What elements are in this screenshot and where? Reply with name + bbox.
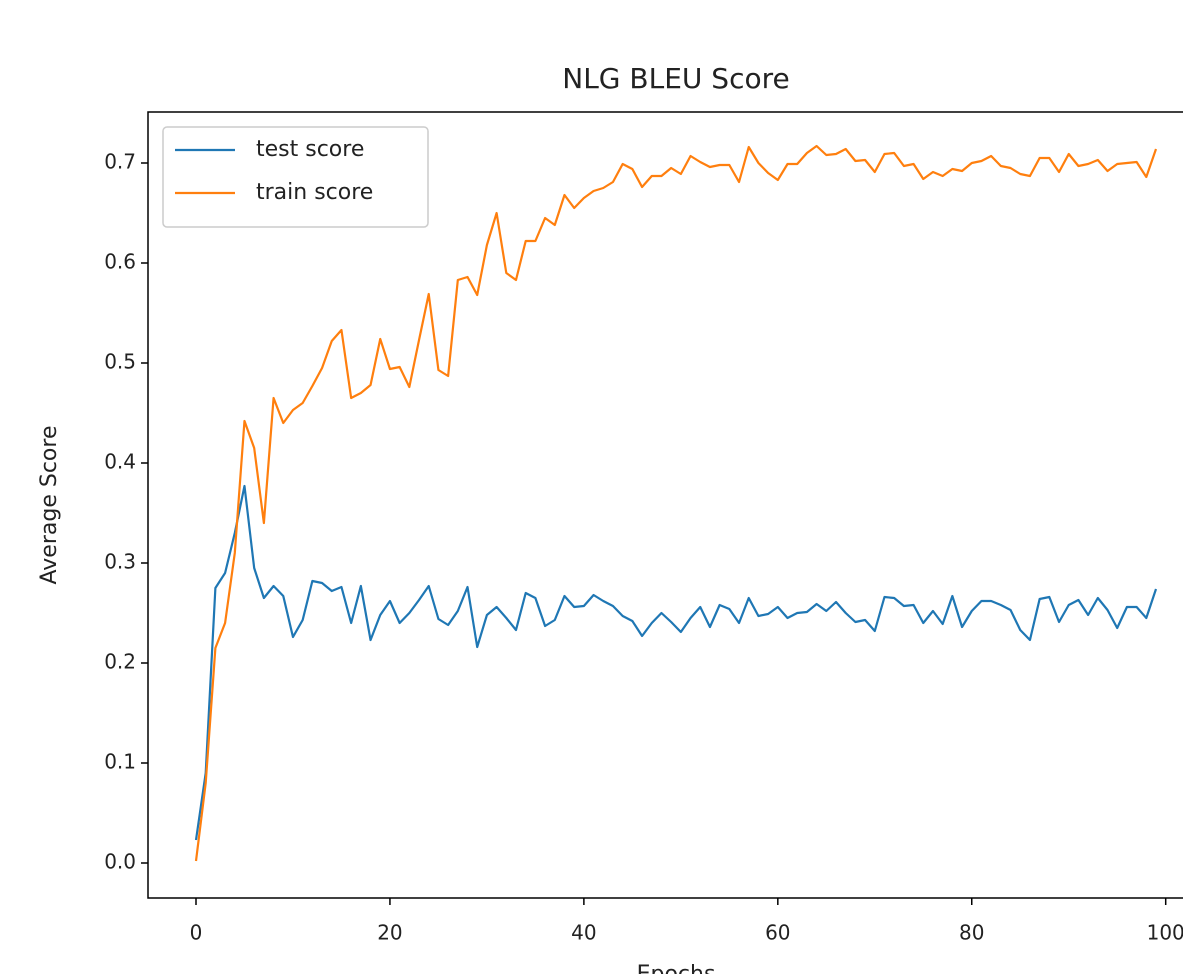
x-tick-label: 0: [190, 921, 203, 945]
y-tick-label: 0.0: [104, 850, 136, 874]
legend-box: [162, 126, 429, 228]
x-tick-label: 40: [571, 921, 596, 945]
y-tick-label: 0.2: [104, 650, 136, 674]
chart-title: NLG BLEU Score: [562, 62, 789, 95]
x-tick-label: 100: [1147, 921, 1183, 945]
legend-label: test score: [256, 137, 364, 162]
y-tick-label: 0.1: [104, 750, 136, 774]
axes-frame: [147, 111, 1183, 899]
x-tick-label: 20: [377, 921, 402, 945]
series-line: [194, 144, 1158, 862]
y-tick-label: 0.7: [104, 150, 136, 174]
y-axis-label: Average Score: [37, 426, 62, 585]
y-tick-label: 0.6: [104, 250, 136, 274]
y-tick-label: 0.4: [104, 450, 136, 474]
series-line: [194, 484, 1158, 841]
x-tick-label: 80: [959, 921, 984, 945]
y-tick-label: 0.3: [104, 550, 136, 574]
y-tick-label: 0.5: [104, 350, 136, 374]
x-axis-label: Epochs: [637, 962, 716, 974]
x-tick-label: 60: [765, 921, 790, 945]
legend-label: train score: [256, 180, 373, 205]
